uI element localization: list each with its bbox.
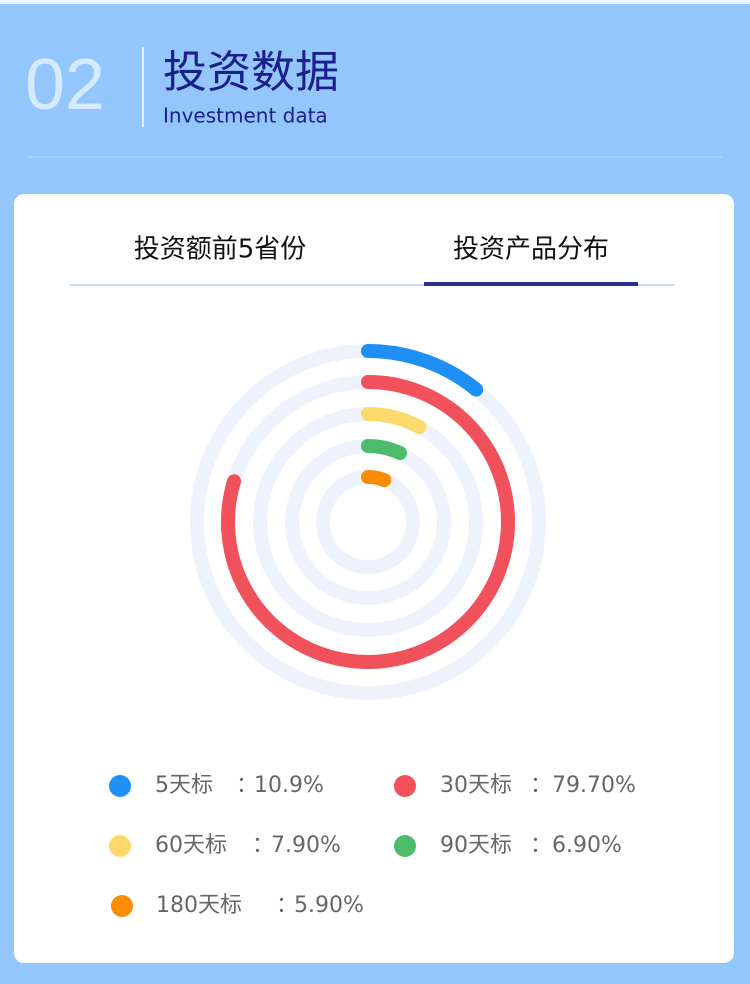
section-title: 投资数据 <box>163 47 339 98</box>
legend-value: 79.70% <box>552 773 636 798</box>
ring-bar <box>361 407 427 435</box>
legend-label: 180天标 <box>156 893 242 918</box>
legend-dot <box>394 835 416 857</box>
legend-label: 90天标 <box>440 833 512 858</box>
legend-value: 6.90% <box>552 833 622 858</box>
legend-dot <box>111 895 133 917</box>
top-strip <box>0 0 750 4</box>
legend-label: 30天标 <box>440 773 512 798</box>
ring-bar <box>361 439 407 461</box>
legend-dot <box>109 775 131 797</box>
legend-separator: ： <box>530 773 552 798</box>
legend-dot <box>394 775 416 797</box>
tab[interactable]: 投资产品分布 <box>453 235 609 265</box>
ring-bar <box>361 470 392 488</box>
active-tab-underline <box>424 282 638 286</box>
card <box>14 194 734 963</box>
legend-value: 10.9% <box>254 773 324 798</box>
legend-value: 7.90% <box>271 833 341 858</box>
ring-bar <box>361 344 484 397</box>
legend-separator: ： <box>530 833 552 858</box>
ring-bar <box>221 375 515 669</box>
legend-separator: ： <box>276 893 298 918</box>
legend-label: 60天标 <box>155 833 227 858</box>
legend-dot <box>109 835 131 857</box>
legend-label: 5天标 <box>155 773 213 798</box>
section-subtitle: Investment data <box>163 104 328 128</box>
legend-separator: ： <box>236 773 258 798</box>
tab[interactable]: 投资额前5省份 <box>134 235 307 265</box>
section-number: 02 <box>25 45 105 125</box>
legend-separator: ： <box>252 833 274 858</box>
legend-value: 5.90% <box>294 893 364 918</box>
